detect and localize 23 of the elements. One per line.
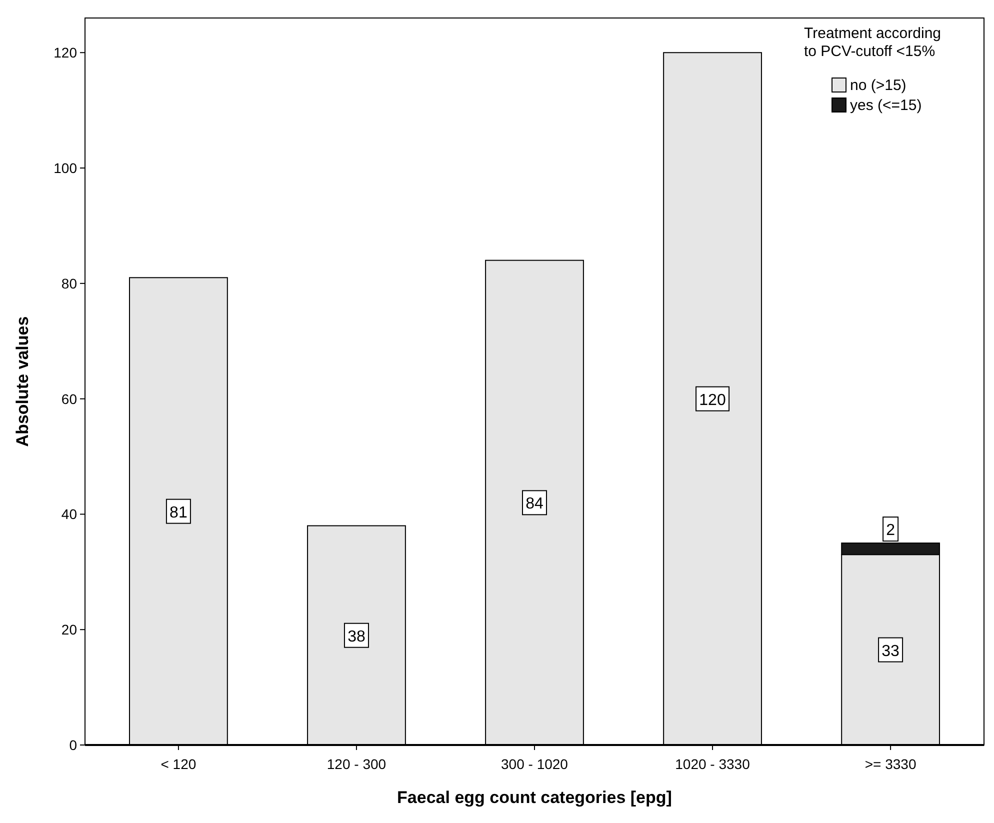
data-label: 33 bbox=[882, 642, 900, 660]
data-label: 84 bbox=[526, 496, 544, 513]
legend-label: yes (<=15) bbox=[850, 97, 922, 114]
x-tick-label: >= 3330 bbox=[864, 756, 916, 772]
y-tick-label: 60 bbox=[61, 390, 78, 407]
data-label: 120 bbox=[699, 392, 726, 409]
y-tick-label: 100 bbox=[54, 160, 78, 176]
y-tick-label: 40 bbox=[61, 506, 78, 522]
y-tick-label: 20 bbox=[61, 622, 78, 638]
data-label: 2 bbox=[886, 522, 896, 540]
legend-title: Treatment according to PCV-cutoff <15% bbox=[804, 25, 942, 60]
x-tick-label: 1020 - 3330 bbox=[675, 756, 750, 772]
x-tick-label: 120 - 300 bbox=[326, 756, 386, 772]
data-label: 38 bbox=[348, 628, 366, 646]
x-tick-label: < 120 bbox=[160, 756, 196, 772]
x-tick-label: 300 - 1020 bbox=[501, 756, 568, 772]
y-tick-label: 80 bbox=[61, 275, 78, 292]
data-label: 81 bbox=[170, 504, 188, 522]
legend-label: no (>15) bbox=[850, 77, 906, 94]
x-axis-title: Faecal egg count categories [epg] bbox=[397, 788, 672, 807]
y-tick-label: 120 bbox=[54, 44, 78, 61]
y-tick-label: 0 bbox=[69, 737, 78, 753]
y-axis-title: Absolute values bbox=[13, 316, 32, 447]
